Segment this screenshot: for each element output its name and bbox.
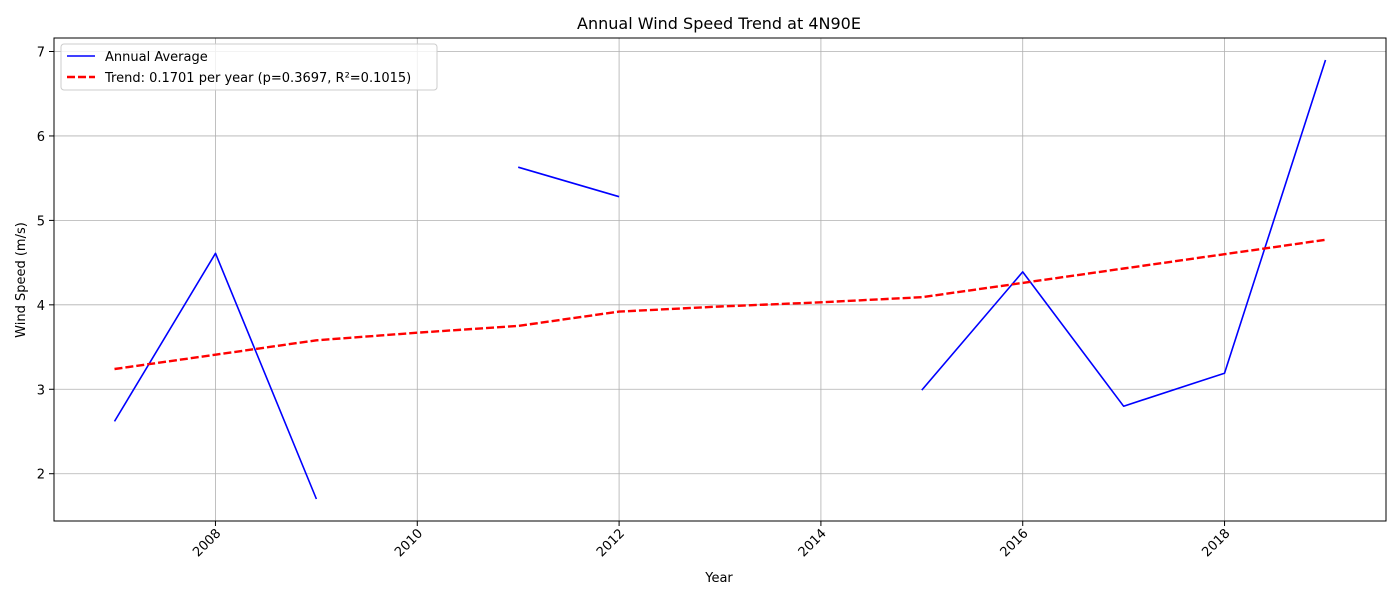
y-tick-label: 6 bbox=[37, 130, 45, 145]
y-axis-label: Wind Speed (m/s) bbox=[14, 222, 29, 338]
legend-label-trend: Trend: 0.1701 per year (p=0.3697, R²=0.1… bbox=[104, 71, 411, 86]
legend-box bbox=[60, 43, 438, 91]
plot-frame bbox=[53, 37, 1387, 522]
legend: Annual Average Trend: 0.1701 per year (p… bbox=[60, 43, 438, 91]
series-layer bbox=[113, 59, 1327, 500]
x-axis-label: Year bbox=[704, 571, 733, 586]
y-tick-label: 3 bbox=[37, 383, 45, 398]
chart-title: Annual Wind Speed Trend at 4N90E bbox=[577, 14, 861, 33]
y-tick-label: 2 bbox=[37, 468, 45, 483]
y-tick-label: 4 bbox=[37, 299, 45, 314]
legend-label-annual-average: Annual Average bbox=[105, 50, 208, 65]
y-tick-label: 5 bbox=[37, 214, 45, 229]
y-tick-label: 7 bbox=[37, 46, 45, 61]
trend-line-segment bbox=[114, 238, 1326, 371]
annual-average-line-segment bbox=[517, 166, 620, 198]
annual-average-line-segment bbox=[921, 59, 1327, 408]
grid-lines bbox=[54, 38, 1386, 521]
